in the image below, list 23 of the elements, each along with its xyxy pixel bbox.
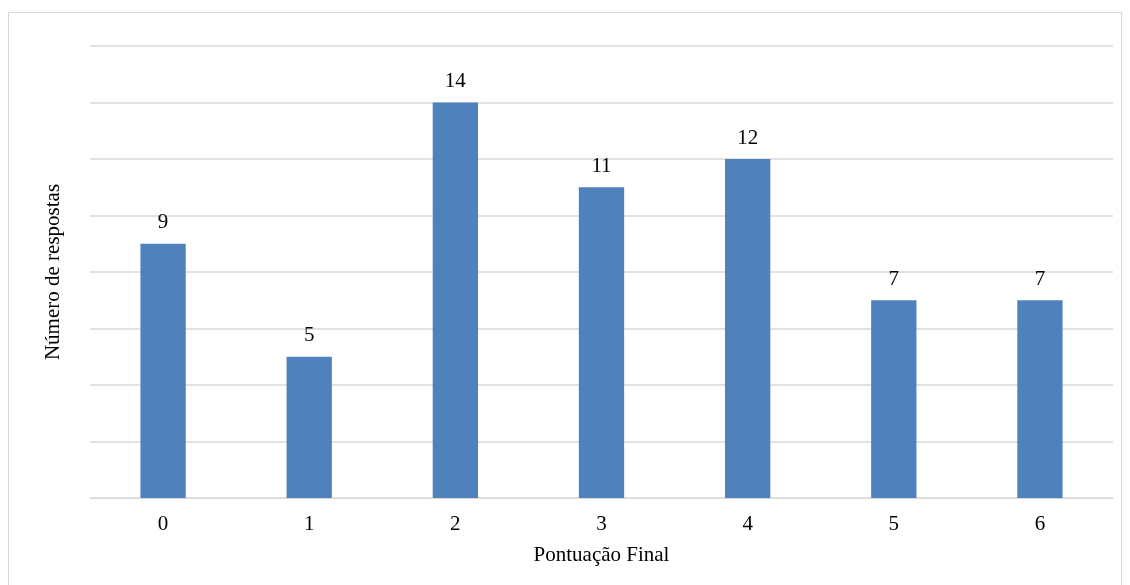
- bar: [724, 159, 771, 498]
- bar: [140, 243, 186, 498]
- data-label: 14: [444, 68, 467, 92]
- x-axis-title: Pontuação Final: [533, 541, 670, 566]
- x-tick-label: 0: [157, 510, 169, 535]
- data-label: 11: [591, 152, 612, 177]
- bar: [432, 102, 479, 498]
- x-tick-label: 1: [303, 510, 315, 535]
- y-axis-title: Número de respostas: [39, 183, 64, 361]
- x-tick-label: 6: [1034, 510, 1046, 535]
- data-label: 9: [157, 209, 169, 234]
- data-label: 7: [1034, 265, 1046, 290]
- x-tick-label: 2: [450, 510, 461, 535]
- bar: [286, 356, 332, 498]
- data-label: 12: [737, 124, 759, 149]
- x-tick-label: 4: [742, 510, 754, 535]
- bar: [1017, 300, 1063, 498]
- x-tick-label: 5: [888, 510, 900, 535]
- bar: [871, 300, 917, 498]
- x-tick-label: 3: [596, 510, 607, 535]
- data-label: 7: [888, 265, 900, 290]
- data-label: 5: [303, 322, 315, 347]
- bar: [578, 187, 625, 498]
